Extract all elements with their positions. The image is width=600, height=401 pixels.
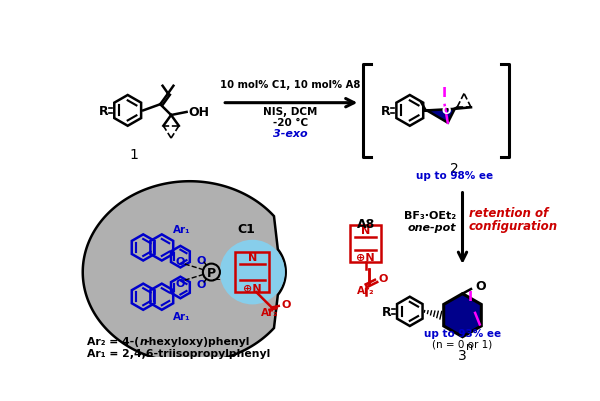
Text: Ar₂: Ar₂ [262, 307, 279, 317]
Text: ⊕N: ⊕N [243, 283, 262, 293]
Text: 2: 2 [451, 162, 459, 176]
Text: 10 mol% C1, 10 mol% A8: 10 mol% C1, 10 mol% A8 [220, 80, 361, 89]
Text: −: − [212, 274, 221, 284]
Text: N: N [248, 252, 257, 262]
Text: OH: OH [188, 106, 209, 119]
Text: P: P [207, 266, 216, 279]
Text: O: O [282, 300, 291, 310]
Text: 3: 3 [458, 348, 467, 362]
Text: n: n [139, 336, 147, 346]
Text: O: O [197, 280, 206, 290]
Text: I: I [442, 86, 447, 99]
Polygon shape [444, 294, 481, 337]
Text: ⊕N: ⊕N [356, 252, 375, 262]
Text: configuration: configuration [469, 220, 558, 233]
Text: O: O [176, 278, 185, 288]
Text: O: O [197, 255, 206, 265]
Text: one-pot: one-pot [407, 222, 457, 232]
Text: retention of: retention of [469, 207, 548, 220]
Circle shape [203, 264, 220, 281]
Text: I: I [468, 289, 473, 303]
Text: A8: A8 [356, 218, 375, 231]
Text: Ar₂: Ar₂ [357, 286, 374, 296]
Text: -hexyloxy)phenyl: -hexyloxy)phenyl [144, 336, 250, 346]
Text: n: n [466, 341, 473, 351]
Text: 3-exo: 3-exo [273, 129, 308, 139]
Text: O: O [442, 106, 451, 116]
Text: Ar₂ = 4-(: Ar₂ = 4-( [86, 336, 139, 346]
Text: Ar₁ = 2,4,6-triisopropylphenyl: Ar₁ = 2,4,6-triisopropylphenyl [86, 348, 270, 358]
Text: N: N [361, 226, 370, 236]
Text: Ar₁: Ar₁ [173, 311, 190, 321]
Text: R: R [381, 105, 391, 117]
Text: R: R [98, 105, 109, 117]
Text: O: O [176, 257, 185, 267]
Text: NIS, DCM: NIS, DCM [263, 107, 317, 116]
Polygon shape [427, 109, 455, 124]
Text: BF₃·OEt₂: BF₃·OEt₂ [404, 211, 457, 221]
Text: (n = 0 or 1): (n = 0 or 1) [433, 338, 493, 348]
Text: up to 98% ee: up to 98% ee [416, 171, 493, 181]
Text: -20 °C: -20 °C [273, 117, 308, 127]
Text: 1: 1 [130, 148, 139, 162]
Text: O: O [475, 280, 485, 293]
Text: R: R [382, 305, 391, 318]
Text: Ar₁: Ar₁ [173, 224, 190, 234]
PathPatch shape [83, 182, 286, 363]
Circle shape [220, 240, 285, 305]
Text: up to 93% ee: up to 93% ee [424, 328, 501, 338]
Text: O: O [379, 273, 388, 284]
Text: C1: C1 [237, 223, 255, 235]
